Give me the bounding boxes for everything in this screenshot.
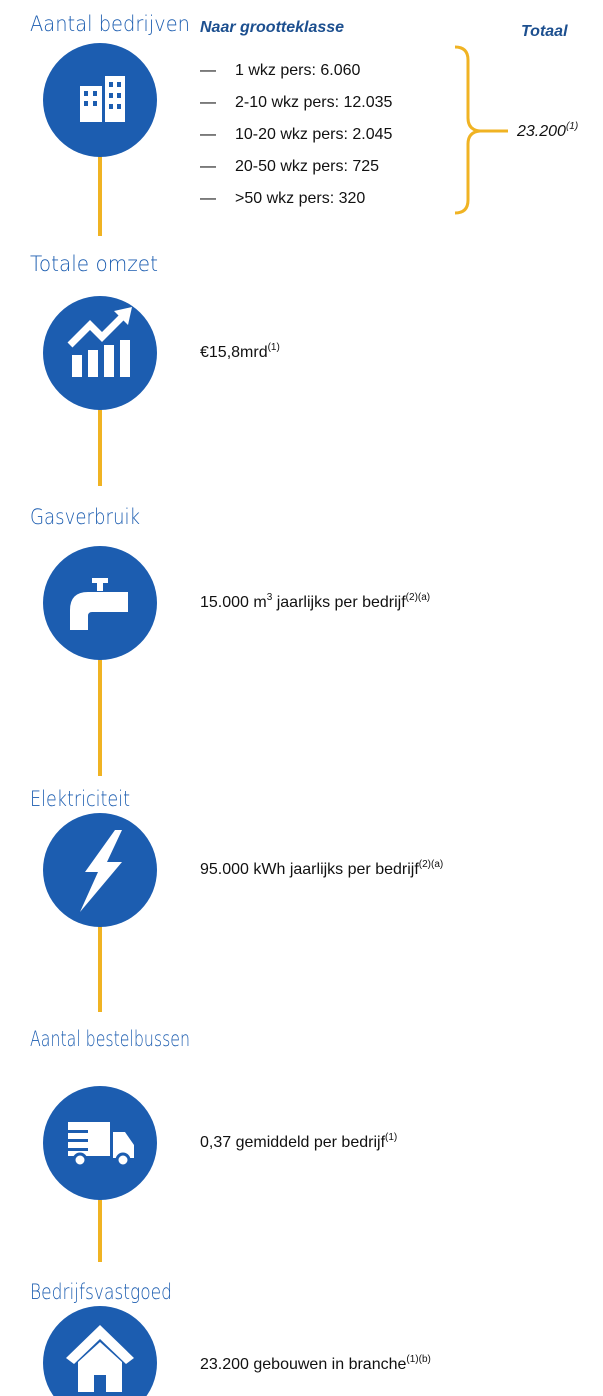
building-icon (80, 76, 125, 122)
house-icon (66, 1325, 134, 1392)
superscript: (2)(a) (406, 592, 430, 603)
icon-circle (43, 296, 157, 410)
text-run: 23.200 (516, 123, 566, 140)
description: 23.200 gebouwen in branche(1)(b) (200, 1354, 431, 1374)
size-class: 10-20 wkz pers: 2.045 (235, 126, 393, 143)
superscript: (1) (385, 1132, 397, 1143)
superscript: (2)(a) (419, 859, 443, 870)
lightning-icon (80, 830, 122, 912)
text-run: 95.000 kWh jaarlijks per bedrijf (200, 861, 419, 878)
bullet: — (200, 126, 216, 143)
description: 0,37 gemiddeld per bedrijf(1) (200, 1132, 397, 1152)
section-title: Bedrijfsvastgoed (30, 1280, 172, 1304)
description: €15,8mrd(1) (200, 342, 280, 362)
section-title: Aantal bedrijven (30, 12, 190, 36)
superscript: (1) (268, 342, 280, 353)
total: 23.200(1) (516, 121, 578, 141)
size-class: 2-10 wkz pers: 12.035 (235, 94, 393, 111)
size-class: >50 wkz pers: 320 (235, 190, 365, 207)
description: 95.000 kWh jaarlijks per bedrijf(2)(a) (200, 859, 443, 879)
size-class: 20-50 wkz pers: 725 (235, 158, 379, 175)
bracket (454, 45, 508, 215)
section-title: Gasverbruik (30, 505, 140, 529)
bullet: — (200, 190, 216, 207)
tap-icon (70, 578, 128, 630)
total-heading: Totaal (521, 23, 568, 40)
subheading: Naar grootteklasse (200, 19, 344, 36)
text-run: €15,8mrd (200, 344, 268, 361)
growth-icon (67, 307, 132, 377)
text-run: 23.200 gebouwen in branche (200, 1356, 406, 1373)
text-run: 0,37 gemiddeld per bedrijf (200, 1134, 386, 1151)
bullet: — (200, 94, 216, 111)
superscript: 3 (267, 592, 273, 603)
section-title: Totale omzet (30, 252, 158, 276)
superscript: (1) (566, 121, 578, 132)
bullet: — (200, 62, 216, 79)
text-run: 15.000 m (200, 594, 267, 611)
size-class: 1 wkz pers: 6.060 (235, 62, 361, 79)
text-run: jaarlijks per bedrijf (272, 594, 406, 611)
section-title: Aantal bestelbussen (30, 1027, 190, 1051)
section-title: Elektriciteit (30, 787, 130, 811)
bullet: — (200, 158, 216, 175)
description: 15.000 m3 jaarlijks per bedrijf(2)(a) (200, 592, 430, 612)
truck-icon (68, 1122, 134, 1168)
superscript: (1)(b) (406, 1354, 430, 1365)
